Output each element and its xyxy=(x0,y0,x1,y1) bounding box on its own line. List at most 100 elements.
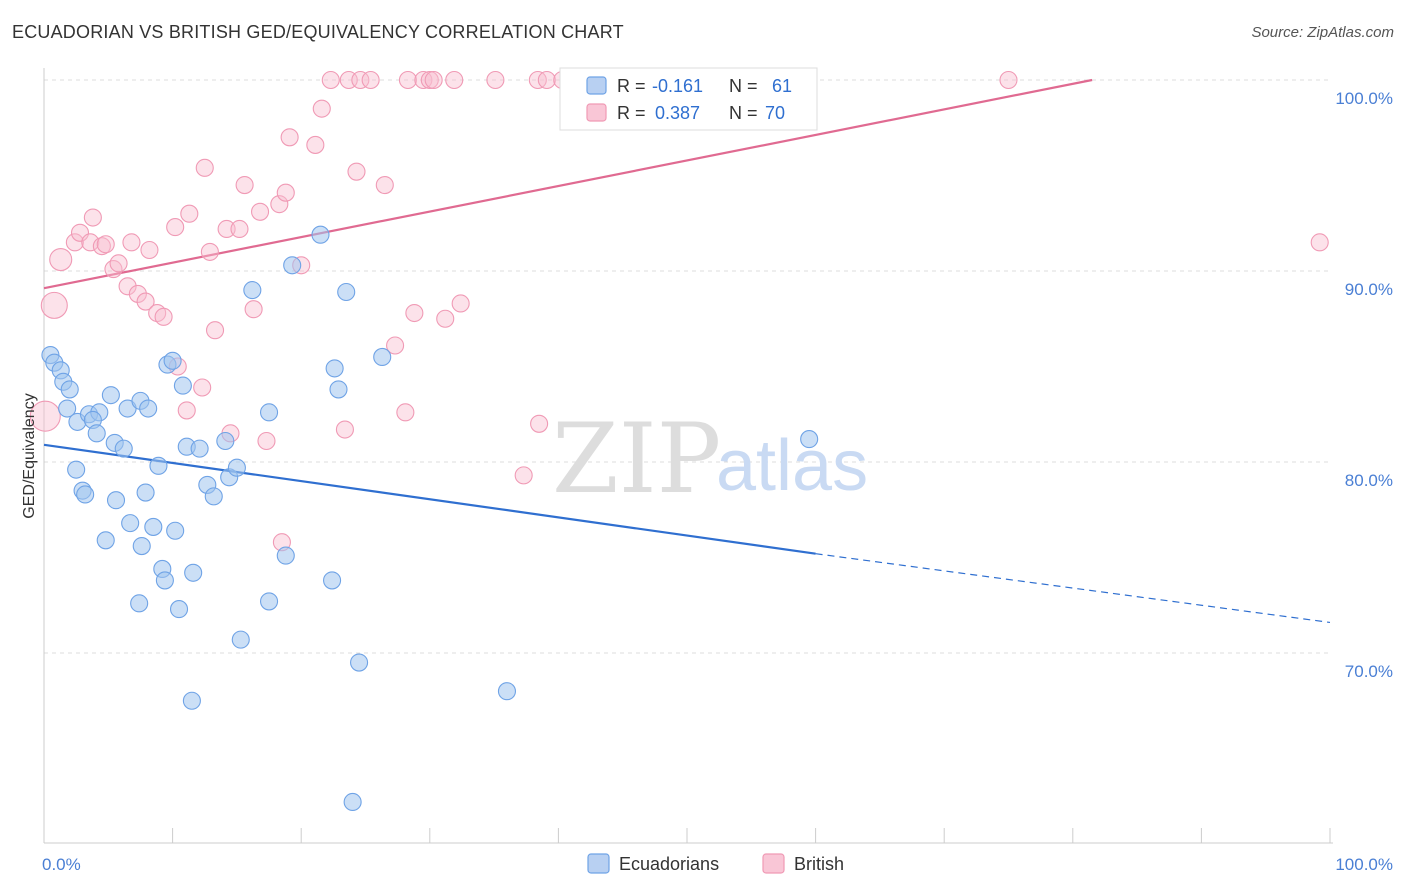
point-ecuadorians-50 xyxy=(323,571,342,590)
point-ecuadorians-19 xyxy=(76,485,95,504)
point-british-13 xyxy=(128,284,147,303)
stats-legend-swatch-blue xyxy=(586,76,607,95)
point-british-51 xyxy=(414,70,433,90)
point-ecuadorians-56 xyxy=(800,430,819,449)
series-legend: Ecuadorians British xyxy=(587,853,844,874)
point-british-2 xyxy=(49,247,73,272)
point-ecuadorians-58 xyxy=(163,351,182,370)
point-british-33 xyxy=(270,195,289,214)
watermark: ZIP atlas xyxy=(552,403,868,515)
point-british-53 xyxy=(424,70,443,90)
legend-label-ecuadorians: Ecuadorians xyxy=(619,854,719,874)
legend-label-british: British xyxy=(794,854,844,874)
point-ecuadorians-40 xyxy=(204,487,223,506)
point-british-54 xyxy=(436,309,455,328)
point-ecuadorians-4 xyxy=(60,380,79,399)
x-axis-ticks xyxy=(172,828,1331,843)
stats-n-value-1: 61 xyxy=(772,76,792,96)
point-ecuadorians-16 xyxy=(139,399,158,418)
stats-r-value-2: 0.387 xyxy=(655,103,700,123)
point-british-30 xyxy=(244,300,263,319)
point-british-50 xyxy=(405,303,424,323)
watermark-atlas: atlas xyxy=(716,426,868,506)
point-british-9 xyxy=(104,260,123,279)
point-ecuadorians-28 xyxy=(155,571,174,590)
stats-n-label-1: N = xyxy=(729,76,758,96)
point-ecuadorians-48 xyxy=(325,359,344,378)
watermark-zip: ZIP xyxy=(552,403,721,515)
point-british-39 xyxy=(312,99,331,118)
point-british-45 xyxy=(361,70,380,90)
point-british-35 xyxy=(276,183,295,202)
point-ecuadorians-37 xyxy=(216,431,235,451)
point-ecuadorians-43 xyxy=(259,592,279,611)
point-british-68 xyxy=(999,70,1018,90)
point-british-10 xyxy=(109,254,128,273)
point-ecuadorians-54 xyxy=(343,792,362,812)
point-ecuadorians-23 xyxy=(121,514,140,533)
point-british-20 xyxy=(177,401,196,420)
point-ecuadorians-22 xyxy=(149,456,168,475)
chart-title: ECUADORIAN VS BRITISH GED/EQUIVALENCY CO… xyxy=(12,22,624,42)
point-british-61 xyxy=(537,70,556,90)
stats-n-label-2: N = xyxy=(729,103,758,123)
point-ecuadorians-53 xyxy=(373,347,392,367)
point-ecuadorians-59 xyxy=(173,376,192,395)
point-british-15 xyxy=(140,240,159,260)
point-ecuadorians-36 xyxy=(190,439,209,458)
point-ecuadorians-13 xyxy=(114,439,133,458)
point-british-8 xyxy=(96,235,115,254)
point-ecuadorians-30 xyxy=(130,594,149,613)
gridlines xyxy=(44,79,1330,654)
point-british-14 xyxy=(136,292,155,311)
point-british-24 xyxy=(205,321,225,340)
point-british-44 xyxy=(351,70,370,90)
point-british-31 xyxy=(250,202,270,221)
point-ecuadorians-45 xyxy=(243,281,262,300)
point-british-32 xyxy=(257,431,276,451)
stats-n-value-2: 70 xyxy=(765,103,785,123)
point-british-59 xyxy=(530,414,549,433)
point-british-46 xyxy=(375,176,394,195)
point-ecuadorians-44 xyxy=(276,546,295,565)
legend-swatch-ecuadorians xyxy=(587,853,610,874)
point-british-3 xyxy=(65,233,84,252)
point-british-52 xyxy=(420,70,439,90)
point-british-6 xyxy=(83,208,102,227)
point-ecuadorians-24 xyxy=(132,536,151,556)
point-british-0 xyxy=(29,400,61,432)
stats-r-value-1: -0.161 xyxy=(652,76,703,96)
point-british-11 xyxy=(118,277,137,296)
point-ecuadorians-41 xyxy=(231,630,250,649)
point-ecuadorians-46 xyxy=(283,256,302,275)
point-british-25 xyxy=(193,378,212,397)
point-ecuadorians-47 xyxy=(311,225,330,244)
trend-line-ecuadorians xyxy=(43,443,816,555)
point-ecuadorians-51 xyxy=(337,282,356,302)
point-ecuadorians-39 xyxy=(227,458,246,477)
axes xyxy=(43,68,1333,844)
point-british-5 xyxy=(81,233,100,252)
stats-legend-swatch-pink xyxy=(586,103,607,122)
legend-swatch-british xyxy=(762,853,785,874)
point-british-40 xyxy=(321,70,340,90)
point-british-26 xyxy=(217,219,236,239)
y-tick-labels: 100.0% 90.0% 80.0% 70.0% xyxy=(1335,89,1393,681)
point-ecuadorians-26 xyxy=(144,517,163,536)
point-british-29 xyxy=(235,176,254,195)
y-tick-label-1: 90.0% xyxy=(1345,280,1393,299)
x-tick-labels: 0.0% 100.0% xyxy=(42,855,1393,874)
x-tick-label-1: 100.0% xyxy=(1335,855,1393,874)
point-british-38 xyxy=(306,135,325,154)
point-ecuadorians-17 xyxy=(67,460,86,479)
stats-legend: R = -0.161 N = 61 R = 0.387 N = 70 xyxy=(559,67,818,131)
point-ecuadorians-42 xyxy=(259,403,279,422)
point-british-28 xyxy=(230,219,249,239)
point-ecuadorians-25 xyxy=(96,531,115,550)
point-ecuadorians-11 xyxy=(101,386,120,405)
y-axis-label: GED/Equivalency xyxy=(21,393,38,518)
point-british-69 xyxy=(1310,233,1329,252)
point-british-47 xyxy=(386,336,405,355)
point-ecuadorians-20 xyxy=(106,491,126,510)
